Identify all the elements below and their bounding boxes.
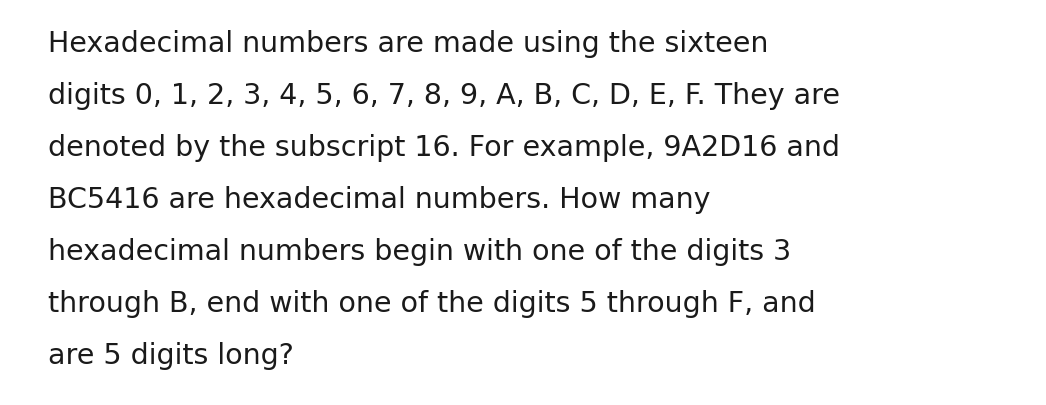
Text: hexadecimal numbers begin with one of the digits 3: hexadecimal numbers begin with one of th… bbox=[48, 237, 791, 265]
Text: BC5416 are hexadecimal numbers. How many: BC5416 are hexadecimal numbers. How many bbox=[48, 185, 710, 213]
Text: denoted by the subscript 16. For example, 9A2D16 and: denoted by the subscript 16. For example… bbox=[48, 134, 840, 162]
Text: are 5 digits long?: are 5 digits long? bbox=[48, 341, 294, 369]
Text: Hexadecimal numbers are made using the sixteen: Hexadecimal numbers are made using the s… bbox=[48, 30, 769, 58]
Text: through B, end with one of the digits 5 through F, and: through B, end with one of the digits 5 … bbox=[48, 289, 816, 317]
Text: digits 0, 1, 2, 3, 4, 5, 6, 7, 8, 9, A, B, C, D, E, F. They are: digits 0, 1, 2, 3, 4, 5, 6, 7, 8, 9, A, … bbox=[48, 82, 840, 110]
